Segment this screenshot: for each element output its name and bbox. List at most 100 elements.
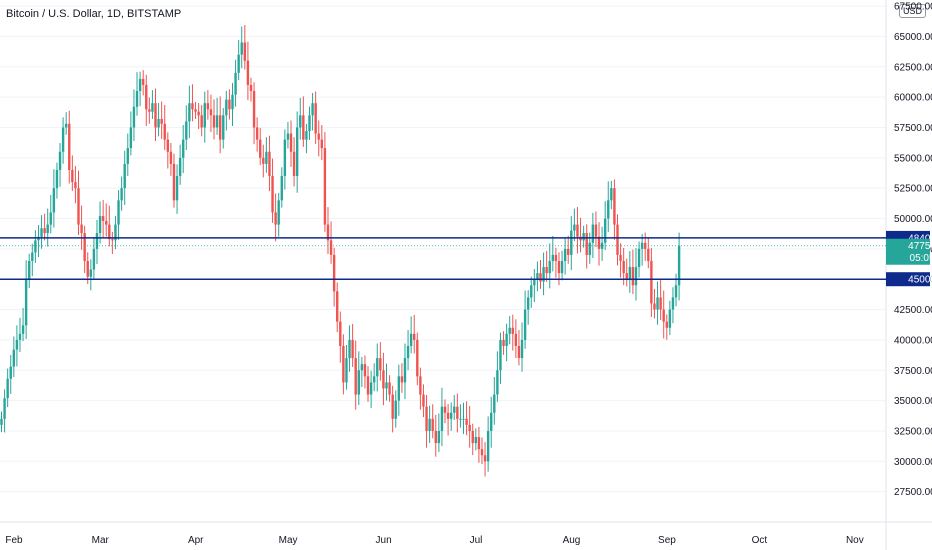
candle-body — [526, 297, 530, 310]
candle-body — [52, 188, 56, 213]
y-tick-label: 35000.00 — [894, 396, 932, 407]
currency-label[interactable]: USD — [898, 4, 926, 18]
candle-body — [474, 437, 478, 444]
candle-body — [92, 248, 96, 270]
candle-body — [172, 163, 176, 201]
candle-body — [323, 148, 327, 225]
candle-body — [15, 339, 19, 350]
x-tick-label: Oct — [752, 535, 768, 546]
candle-body — [403, 358, 407, 383]
candle-body — [382, 370, 385, 389]
candle-body — [409, 333, 413, 346]
y-tick-label: 37500.00 — [894, 366, 932, 377]
candle-body — [542, 267, 545, 282]
candle-body — [80, 224, 83, 234]
candle-body — [372, 376, 376, 383]
candle-body — [34, 240, 37, 253]
x-tick-label: May — [279, 535, 298, 546]
candle-body — [114, 224, 117, 241]
candle-body — [360, 364, 364, 371]
candle-body — [545, 267, 548, 274]
candle-body — [348, 339, 351, 359]
candle-body — [486, 430, 490, 462]
candle-body — [6, 378, 9, 399]
candle-body — [105, 220, 108, 225]
candle-body — [28, 261, 31, 280]
candle-body — [391, 394, 394, 419]
y-tick-label: 57500.00 — [894, 123, 932, 134]
candle-body — [563, 248, 567, 261]
candle-body — [406, 345, 410, 359]
x-tick-label: Sep — [658, 535, 676, 546]
y-tick-label: 62500.00 — [894, 62, 932, 73]
x-tick-label: Nov — [846, 535, 864, 546]
x-tick-label: Mar — [92, 535, 110, 546]
candle-body — [505, 333, 508, 346]
candle-body — [431, 418, 434, 431]
candle-body — [499, 339, 502, 371]
candle-body — [265, 151, 268, 164]
candle-body — [677, 245, 681, 286]
candle-body — [268, 151, 271, 177]
candle-body — [508, 327, 511, 334]
candle-body — [141, 78, 145, 85]
candle-body — [289, 133, 293, 152]
candle-body — [120, 188, 123, 201]
candle-body — [533, 279, 536, 286]
candle-body — [98, 216, 102, 234]
candle-body — [200, 115, 203, 128]
candle-body — [446, 412, 450, 419]
candle-body — [336, 291, 339, 322]
candle-body — [674, 285, 678, 298]
candle-body — [329, 240, 333, 255]
candle-body — [58, 151, 62, 170]
candle-body — [539, 273, 542, 282]
candle-body — [536, 273, 539, 280]
candle-body — [557, 261, 561, 274]
candle-body — [43, 228, 46, 234]
y-tick-label: 40000.00 — [894, 335, 932, 346]
candle-body — [49, 212, 52, 225]
candle-body — [191, 103, 194, 110]
candle-body — [616, 224, 619, 255]
candle-body — [493, 394, 496, 413]
candle-body — [437, 430, 441, 444]
candle-body — [292, 151, 296, 177]
candle-body — [625, 273, 628, 280]
candle-body — [425, 406, 428, 431]
last-price-label: 47756.80 — [908, 241, 932, 252]
candle-body — [61, 127, 65, 152]
candle-body — [169, 151, 173, 164]
candle-body — [369, 382, 373, 395]
candle-body — [55, 169, 59, 189]
candle-body — [166, 139, 170, 152]
candle-body — [394, 400, 397, 419]
candle-body — [656, 297, 659, 310]
candle-body — [209, 109, 213, 116]
candle-body — [77, 188, 80, 225]
candle-body — [573, 224, 576, 231]
candle-body — [68, 123, 71, 170]
candle-body — [459, 418, 462, 420]
candle-body — [613, 188, 616, 225]
candle-body — [222, 115, 225, 140]
candle-body — [274, 212, 277, 225]
y-tick-label: 42500.00 — [894, 305, 932, 316]
candle-body — [135, 91, 139, 107]
candle-body — [468, 424, 471, 431]
candle-body — [295, 127, 299, 177]
candle-body — [9, 366, 12, 379]
candle-body — [249, 84, 253, 92]
candle-body — [342, 345, 345, 383]
candle-body — [585, 233, 588, 255]
candle-body — [517, 345, 521, 359]
candle-body — [332, 254, 336, 292]
candle-body — [86, 261, 89, 277]
candle-body — [314, 103, 317, 134]
candle-body — [197, 111, 200, 116]
candle-body — [302, 115, 305, 140]
candle-body — [502, 339, 505, 346]
candle-body — [419, 376, 422, 395]
candle-body — [514, 333, 518, 346]
